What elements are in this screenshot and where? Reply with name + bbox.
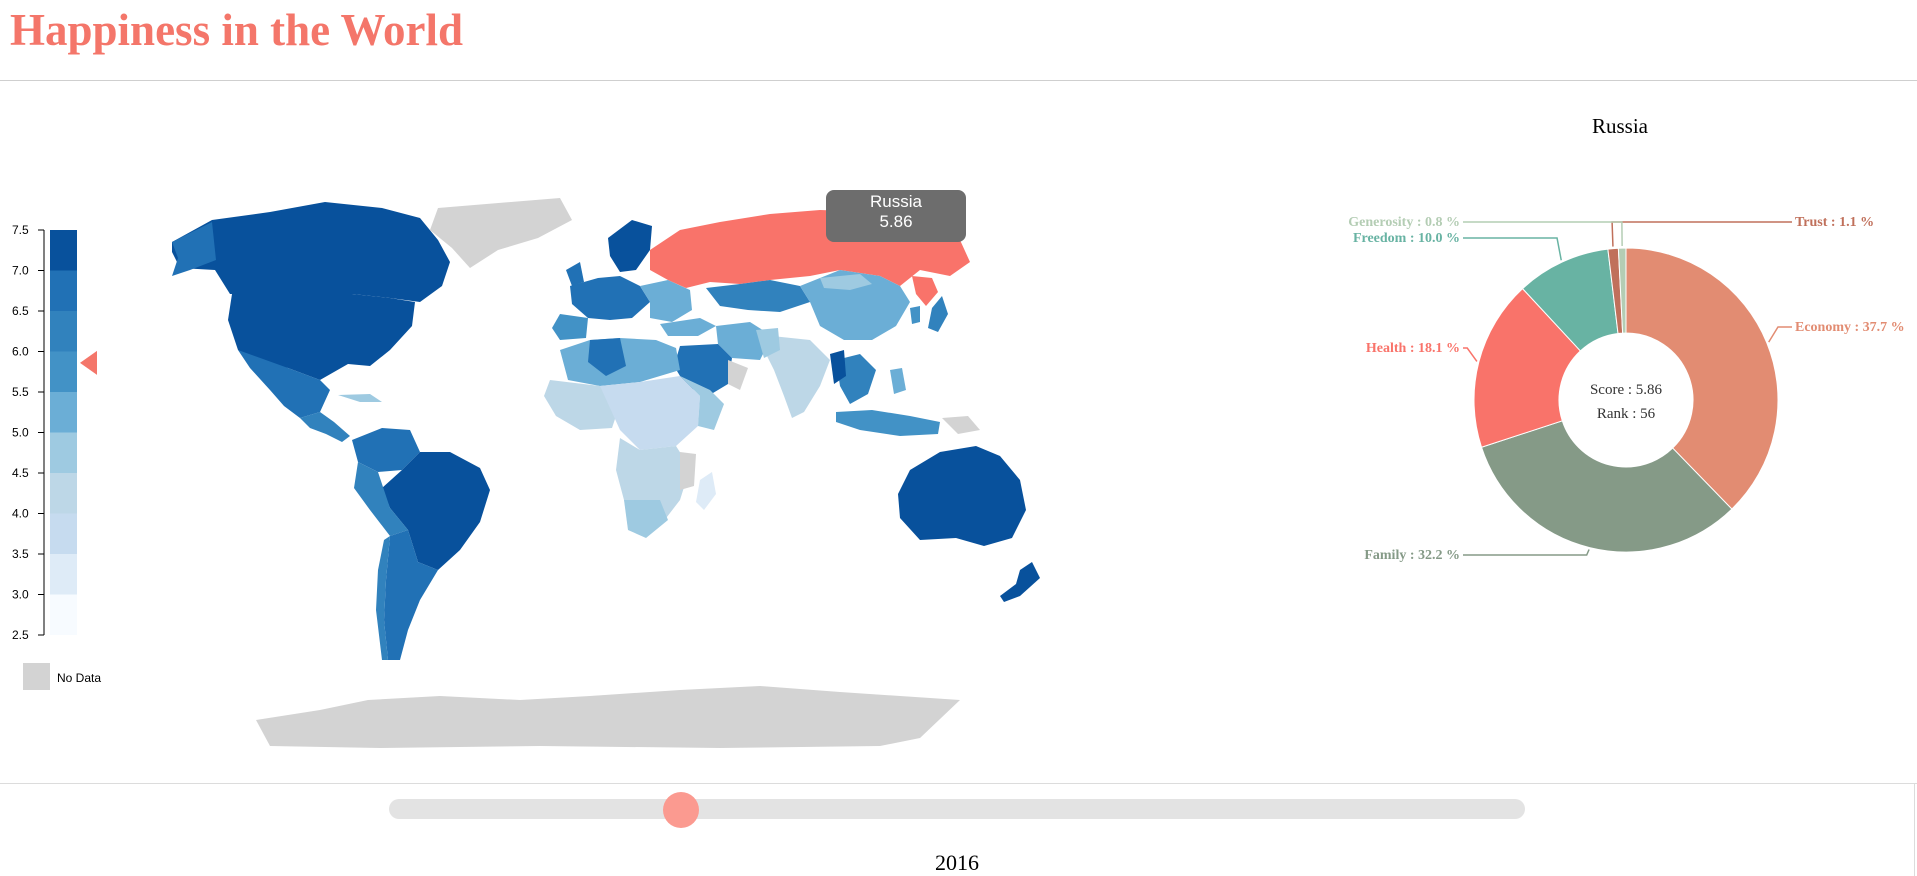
legend-bin	[50, 554, 77, 595]
legend-bin	[50, 392, 77, 433]
country-russia-east[interactable]	[912, 276, 938, 306]
legend-bin	[50, 230, 77, 271]
country-se-asia[interactable]	[836, 354, 876, 404]
region-antarctica[interactable]	[256, 686, 960, 748]
country-india[interactable]	[764, 336, 830, 418]
country-australia[interactable]	[898, 446, 1026, 546]
legend-tick-label: 6.5	[12, 304, 29, 318]
country-chile[interactable]	[376, 536, 390, 660]
legend-bin	[50, 594, 77, 635]
donut-center-score: Score : 5.86	[1590, 382, 1663, 398]
donut-label-trust: Trust : 1.1 %	[1795, 215, 1874, 230]
country-argentina[interactable]	[384, 530, 438, 660]
country-colombia[interactable]	[352, 428, 420, 472]
country-west-africa[interactable]	[544, 380, 620, 430]
country-eastern-europe[interactable]	[640, 280, 692, 322]
country-madagascar[interactable]	[696, 472, 716, 510]
donut-label-freedom: Freedom : 10.0 %	[1353, 231, 1460, 246]
country-japan[interactable]	[928, 296, 948, 332]
legend-tick-label: 6.0	[12, 345, 29, 359]
country-central-america[interactable]	[300, 412, 350, 442]
donut-leader-line	[1463, 237, 1562, 261]
country-papua[interactable]	[942, 416, 980, 434]
legend-bin	[50, 432, 77, 473]
country-east-africa[interactable]	[680, 376, 724, 430]
country-myanmar[interactable]	[830, 350, 846, 384]
legend-bin	[50, 311, 77, 352]
legend-tick-label: 7.5	[12, 223, 29, 237]
no-data-label: No Data	[57, 671, 101, 685]
donut-center	[1559, 333, 1693, 467]
donut-segment-economy[interactable]	[1625, 247, 1779, 510]
tooltip-country-name: Russia	[870, 192, 922, 211]
year-label: 2016	[935, 850, 979, 875]
country-mexico[interactable]	[238, 350, 330, 418]
country-indonesia[interactable]	[836, 410, 940, 436]
donut-center-rank: Rank : 56	[1597, 406, 1656, 422]
world-map[interactable]	[120, 190, 1100, 750]
legend-bin	[50, 270, 77, 311]
legend-tick-label: 4.0	[12, 507, 29, 521]
footer-edge	[1914, 783, 1915, 876]
legend-tick-label: 7.0	[12, 264, 29, 278]
legend-tick-label: 3.5	[12, 547, 29, 561]
donut-leader-line	[1463, 549, 1590, 556]
country-turkey[interactable]	[660, 318, 716, 336]
legend-tick-label: 2.5	[12, 628, 29, 642]
legend-tick-label: 4.5	[12, 466, 29, 480]
donut-label-generosity: Generosity : 0.8 %	[1348, 215, 1460, 230]
country-pakistan[interactable]	[756, 328, 780, 358]
country-korea[interactable]	[910, 306, 920, 324]
country-usa-alaska[interactable]	[172, 222, 216, 276]
tooltip-country-score: 5.86	[879, 212, 913, 231]
country-kazakhstan[interactable]	[706, 280, 810, 312]
country-scandinavia[interactable]	[608, 220, 652, 272]
country-mozambique[interactable]	[680, 452, 696, 490]
legend-bin	[50, 473, 77, 514]
page-title: Happiness in the World	[10, 5, 464, 55]
country-philippines[interactable]	[890, 368, 906, 394]
donut-leader-line	[1463, 221, 1623, 247]
year-slider-handle[interactable]	[663, 792, 699, 828]
donut-label-economy: Economy : 37.7 %	[1795, 320, 1905, 335]
legend-tick-label: 5.5	[12, 385, 29, 399]
country-south-africa[interactable]	[624, 500, 668, 538]
country-central-africa[interactable]	[600, 376, 700, 450]
donut-leader-line	[1611, 221, 1792, 247]
country-iberia[interactable]	[552, 314, 588, 340]
legend-tick-label: 5.0	[12, 426, 29, 440]
country-western-europe[interactable]	[570, 276, 650, 320]
country-usa[interactable]	[228, 294, 415, 380]
country-oman[interactable]	[728, 360, 748, 390]
donut-label-health: Health : 18.1 %	[1366, 341, 1460, 356]
year-slider-track[interactable]	[389, 799, 1525, 819]
legend-tick-label: 3.0	[12, 588, 29, 602]
footer-divider	[0, 783, 1917, 784]
country-brazil[interactable]	[382, 452, 490, 570]
no-data-swatch	[23, 663, 50, 690]
donut-leader-line	[1768, 326, 1792, 343]
legend-bin	[50, 351, 77, 392]
country-shapes[interactable]	[172, 198, 1040, 748]
country-algeria[interactable]	[588, 338, 626, 376]
country-tooltip: Russia 5.86	[826, 190, 966, 242]
country-greenland[interactable]	[430, 198, 572, 268]
country-uk[interactable]	[566, 262, 584, 286]
country-cuba[interactable]	[338, 394, 382, 402]
factor-donut-chart: Economy : 37.7 % Family : 32.2 % Health : …	[1348, 215, 1905, 563]
donut-leader-line	[1463, 347, 1478, 362]
legend-value-indicator	[80, 350, 97, 375]
country-peru[interactable]	[354, 462, 408, 536]
donut-title: Russia	[1591, 114, 1648, 138]
legend-bin	[50, 513, 77, 554]
country-canada[interactable]	[172, 202, 450, 302]
donut-label-family: Family : 32.2 %	[1364, 548, 1460, 563]
country-new-zealand[interactable]	[1000, 562, 1040, 602]
color-legend: 7.5 7.0 6.5 6.0 5.5 5.0 4.5 4.0 3.5 3.0 2.5 No Dat…	[12, 223, 101, 690]
country-mongolia[interactable]	[820, 274, 872, 290]
header-divider	[0, 80, 1917, 81]
